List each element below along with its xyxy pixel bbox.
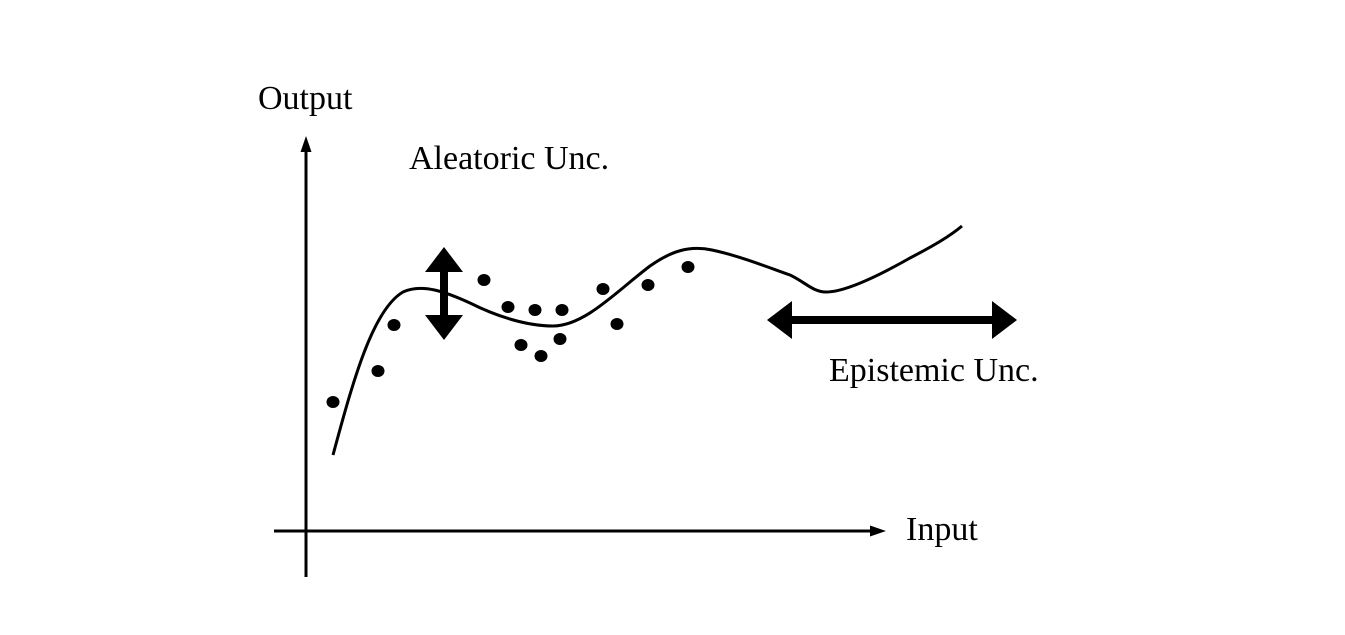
data-point (387, 319, 401, 331)
y-axis-label: Output (258, 80, 353, 117)
x-axis-arrowhead (870, 525, 886, 537)
data-point (514, 339, 528, 351)
data-point (501, 301, 515, 313)
epistemic-uncertainty-label: Epistemic Unc. (829, 352, 1039, 389)
data-point (610, 318, 624, 330)
data-point (596, 283, 610, 295)
data-point (534, 350, 548, 362)
data-point (555, 304, 569, 316)
aleatoric-uncertainty-label: Aleatoric Unc. (409, 140, 610, 177)
data-point (641, 279, 655, 291)
data-point (477, 274, 491, 286)
data-points (326, 261, 695, 408)
epistemic-double-arrow (767, 301, 1017, 339)
fitted-curve (331, 224, 963, 456)
x-axis-label: Input (906, 511, 978, 548)
data-point (553, 333, 567, 345)
data-point (371, 365, 385, 377)
data-point (528, 304, 542, 316)
aleatoric-double-arrow (425, 247, 463, 340)
y-axis-arrowhead (300, 136, 312, 152)
data-point (681, 261, 695, 273)
data-point (326, 396, 340, 408)
